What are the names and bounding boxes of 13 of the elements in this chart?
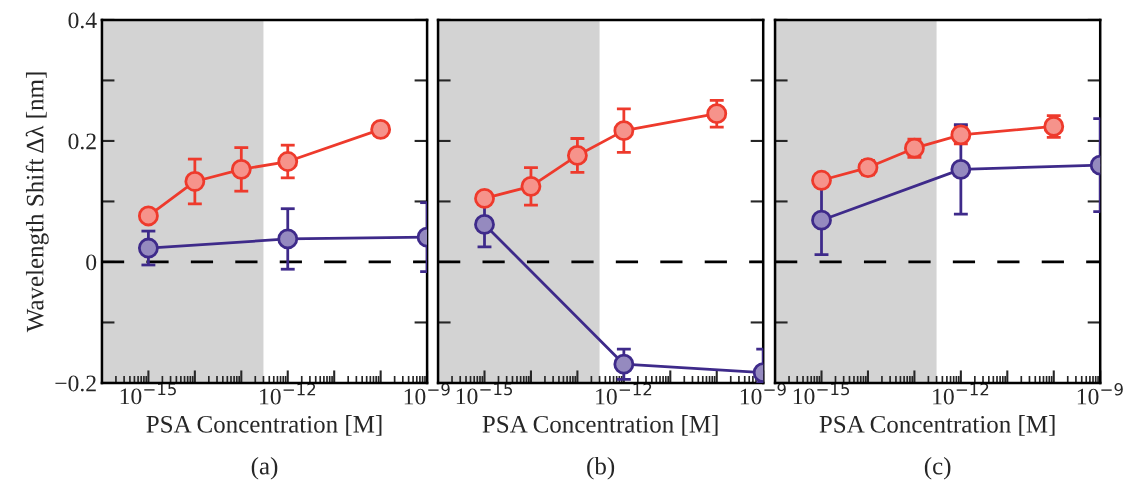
x-axis-title: PSA Concentration [M]: [819, 415, 1055, 436]
x-axis-title: PSA Concentration [M]: [482, 415, 718, 436]
text: (c): [924, 456, 951, 480]
text: (b): [587, 456, 615, 480]
text: (a): [251, 456, 278, 480]
x-axis-title: PSA Concentration [M]: [146, 415, 382, 436]
y-tick-label: 0.4: [68, 12, 97, 29]
y-tick-label: −0.2: [55, 375, 96, 392]
x-tick-label: 10$^{−9}$: [1077, 383, 1123, 405]
y-tick-label: 0.2: [68, 133, 96, 150]
y-axis-title: Wavelength Shift Δλ [nm]: [25, 72, 49, 333]
x-tick-label: 10$^{−9}$: [740, 383, 786, 405]
y-tick-label: 0: [86, 254, 97, 271]
